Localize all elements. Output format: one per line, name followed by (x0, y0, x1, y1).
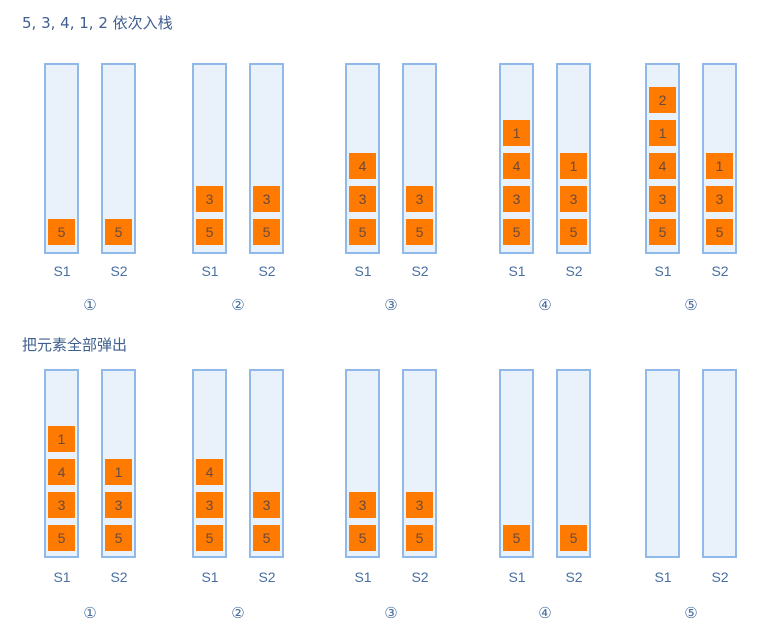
stack-label-s1: S1 (508, 569, 526, 585)
stack-element: 5 (48, 219, 75, 245)
stack-label-s2: S2 (110, 569, 128, 585)
stack-label-s2: S2 (258, 569, 276, 585)
step-number: ⑤ (684, 296, 698, 314)
stack-element: 3 (706, 186, 733, 212)
stack-label-s2: S2 (565, 263, 583, 279)
stack-label-s1: S1 (53, 263, 71, 279)
stack-s2 (702, 369, 737, 558)
stack-element: 4 (649, 153, 676, 179)
stack-element: 4 (48, 459, 75, 485)
stack-label-s1: S1 (354, 569, 372, 585)
step-number: ② (231, 296, 245, 314)
stack-label-s1: S1 (53, 569, 71, 585)
stack-element: 3 (406, 492, 433, 518)
stack-element: 5 (649, 219, 676, 245)
step-number: ④ (538, 296, 552, 314)
stack-element: 3 (349, 186, 376, 212)
stack-label-s1: S1 (201, 569, 219, 585)
stack-label-s1: S1 (354, 263, 372, 279)
stack-element: 5 (503, 525, 530, 551)
stack-element: 1 (105, 459, 132, 485)
stack-element: 3 (406, 186, 433, 212)
stack-element: 3 (560, 186, 587, 212)
stack-element: 5 (48, 525, 75, 551)
step-number: ③ (384, 604, 398, 622)
stack-element: 5 (253, 219, 280, 245)
stack-label-s2: S2 (565, 569, 583, 585)
stack-element: 3 (503, 186, 530, 212)
stack-element: 1 (503, 120, 530, 146)
stack-label-s2: S2 (411, 263, 429, 279)
step-number: ③ (384, 296, 398, 314)
stack-label-s1: S1 (508, 263, 526, 279)
stack-element: 3 (253, 492, 280, 518)
stack-label-s2: S2 (110, 263, 128, 279)
stack-label-s1: S1 (201, 263, 219, 279)
stack-element: 1 (560, 153, 587, 179)
pop-section-title: 把元素全部弹出 (22, 336, 128, 354)
stack-label-s2: S2 (411, 569, 429, 585)
stack-element: 5 (349, 525, 376, 551)
stack-element: 5 (503, 219, 530, 245)
stack-s1 (645, 369, 680, 558)
step-number: ④ (538, 604, 552, 622)
stack-element: 5 (706, 219, 733, 245)
stack-element: 3 (253, 186, 280, 212)
stack-label-s2: S2 (258, 263, 276, 279)
stack-element: 5 (105, 219, 132, 245)
stack-element: 5 (560, 219, 587, 245)
stack-label-s2: S2 (711, 263, 729, 279)
push-section-title: 5, 3, 4, 1, 2 依次入栈 (22, 14, 173, 32)
stack-element: 3 (48, 492, 75, 518)
stack-element: 5 (105, 525, 132, 551)
step-number: ⑤ (684, 604, 698, 622)
stack-element: 1 (48, 426, 75, 452)
stack-element: 5 (349, 219, 376, 245)
step-number: ① (83, 604, 97, 622)
stack-element: 4 (503, 153, 530, 179)
stack-element: 3 (349, 492, 376, 518)
stack-element: 5 (406, 525, 433, 551)
stack-element: 4 (196, 459, 223, 485)
stack-element: 2 (649, 87, 676, 113)
stack-element: 5 (196, 219, 223, 245)
stack-element: 5 (406, 219, 433, 245)
stack-element: 5 (196, 525, 223, 551)
stack-element: 1 (649, 120, 676, 146)
stack-element: 5 (560, 525, 587, 551)
stack-label-s1: S1 (654, 569, 672, 585)
stack-element: 5 (253, 525, 280, 551)
stack-element: 3 (649, 186, 676, 212)
step-number: ② (231, 604, 245, 622)
stack-label-s1: S1 (654, 263, 672, 279)
stack-element: 3 (196, 186, 223, 212)
stack-element: 1 (706, 153, 733, 179)
stack-element: 3 (196, 492, 223, 518)
step-number: ① (83, 296, 97, 314)
stack-element: 4 (349, 153, 376, 179)
stack-element: 3 (105, 492, 132, 518)
stack-label-s2: S2 (711, 569, 729, 585)
